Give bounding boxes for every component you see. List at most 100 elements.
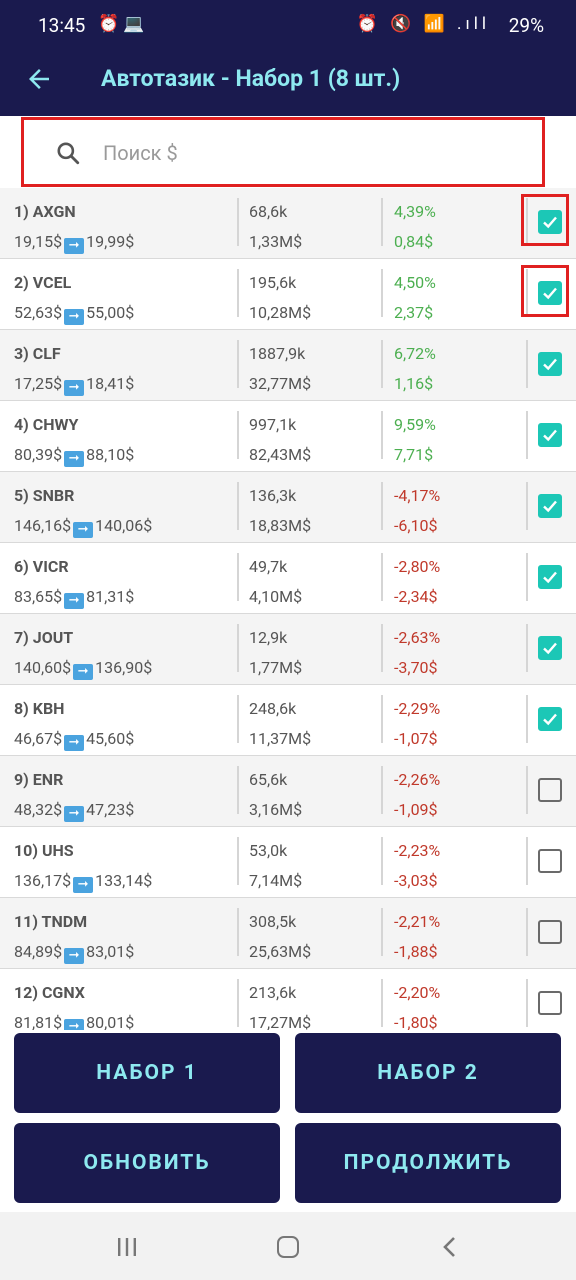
arrow-right-icon: ➞ bbox=[64, 451, 85, 467]
volume-value: 65,6k bbox=[249, 770, 288, 789]
search-area: Поиск $ bbox=[0, 116, 576, 188]
arrow-right-icon: ➞ bbox=[73, 522, 94, 538]
volume-value: 1887,9k bbox=[249, 344, 306, 363]
column-divider bbox=[526, 269, 528, 317]
column-divider bbox=[526, 411, 528, 459]
check-icon bbox=[543, 358, 557, 371]
column-divider bbox=[237, 269, 239, 317]
stock-row[interactable]: 6) VICR 83,65$ ➞ 81,31$ 49,7k 4,10M$ -2,80% -2,… bbox=[0, 543, 576, 614]
money-volume-value: 3,16M$ bbox=[249, 800, 303, 819]
price-range: 48,32$ ➞ 47,23$ bbox=[14, 800, 134, 822]
stock-row[interactable]: 10) UHS 136,17$ ➞ 133,14$ 53,0k 7,14M$ -2,23% -… bbox=[0, 827, 576, 898]
percent-change: -2,63% bbox=[394, 628, 441, 647]
price-range: 81,81$ ➞ 80,01$ bbox=[14, 1013, 134, 1030]
select-checkbox[interactable] bbox=[538, 991, 562, 1015]
set2-button[interactable]: НАБОР 2 bbox=[295, 1033, 561, 1113]
select-checkbox[interactable] bbox=[538, 778, 562, 802]
price-change: -1,07$ bbox=[394, 729, 438, 748]
select-checkbox[interactable] bbox=[538, 565, 562, 589]
price-from: 81,81$ bbox=[14, 1013, 63, 1030]
refresh-button[interactable]: ОБНОВИТЬ bbox=[14, 1123, 280, 1203]
price-change: -6,10$ bbox=[394, 516, 438, 535]
stock-list[interactable]: 1) AXGN 19,15$ ➞ 19,99$ 68,6k 1,33M$ 4,39% 0,84… bbox=[0, 188, 576, 1030]
price-from: 84,89$ bbox=[14, 942, 63, 961]
column-divider bbox=[237, 837, 239, 885]
column-divider bbox=[237, 624, 239, 672]
ticker-label: 6) VICR bbox=[14, 557, 69, 576]
stock-row[interactable]: 1) AXGN 19,15$ ➞ 19,99$ 68,6k 1,33M$ 4,39% 0,84… bbox=[0, 188, 576, 259]
column-divider bbox=[526, 482, 528, 530]
stock-row[interactable]: 7) JOUT 140,60$ ➞ 136,90$ 12,9k 1,77M$ -2,63% -… bbox=[0, 614, 576, 685]
volume-value: 49,7k bbox=[249, 557, 288, 576]
select-checkbox[interactable] bbox=[538, 494, 562, 518]
stock-row[interactable]: 9) ENR 48,32$ ➞ 47,23$ 65,6k 3,16M$ -2,26% -1,0… bbox=[0, 756, 576, 827]
money-volume-value: 11,37M$ bbox=[249, 729, 312, 748]
price-range: 83,65$ ➞ 81,31$ bbox=[14, 587, 134, 609]
stock-row[interactable]: 8) KBH 46,67$ ➞ 45,60$ 248,6k 11,37M$ -2,29% -1… bbox=[0, 685, 576, 756]
price-range: 80,39$ ➞ 88,10$ bbox=[14, 445, 134, 467]
ticker-label: 12) CGNX bbox=[14, 983, 85, 1002]
stock-row[interactable]: 5) SNBR 146,16$ ➞ 140,06$ 136,3k 18,83M$ -4,17… bbox=[0, 472, 576, 543]
home-icon[interactable] bbox=[277, 1236, 299, 1258]
price-to: 45,60$ bbox=[86, 729, 135, 748]
stock-row[interactable]: 12) CGNX 81,81$ ➞ 80,01$ 213,6k 17,27M$ -2,20%… bbox=[0, 969, 576, 1030]
price-from: 17,25$ bbox=[14, 374, 63, 393]
price-from: 80,39$ bbox=[14, 445, 63, 464]
money-volume-value: 25,63M$ bbox=[249, 942, 312, 961]
column-divider bbox=[526, 198, 528, 246]
price-range: 17,25$ ➞ 18,41$ bbox=[14, 374, 134, 396]
column-divider bbox=[381, 482, 383, 530]
search-icon bbox=[57, 142, 80, 165]
arrow-right-icon: ➞ bbox=[64, 593, 85, 609]
price-to: 133,14$ bbox=[95, 871, 153, 890]
select-checkbox[interactable] bbox=[538, 920, 562, 944]
volume-value: 308,5k bbox=[249, 912, 297, 931]
ticker-label: 1) AXGN bbox=[14, 202, 76, 221]
price-to: 47,23$ bbox=[86, 800, 135, 819]
select-checkbox[interactable] bbox=[538, 352, 562, 376]
select-checkbox[interactable] bbox=[538, 636, 562, 660]
percent-change: -2,29% bbox=[394, 699, 441, 718]
recent-apps-icon[interactable] bbox=[116, 1237, 138, 1257]
search-input[interactable]: Поиск $ bbox=[21, 117, 545, 187]
price-to: 80,01$ bbox=[86, 1013, 135, 1030]
stock-row[interactable]: 3) CLF 17,25$ ➞ 18,41$ 1887,9k 32,77M$ 6,72% 1,… bbox=[0, 330, 576, 401]
column-divider bbox=[381, 766, 383, 814]
stock-row[interactable]: 4) CHWY 80,39$ ➞ 88,10$ 997,1k 82,43M$ 9,59% 7,… bbox=[0, 401, 576, 472]
volume-value: 213,6k bbox=[249, 983, 297, 1002]
check-icon bbox=[543, 500, 557, 513]
price-range: 140,60$ ➞ 136,90$ bbox=[14, 658, 152, 680]
column-divider bbox=[237, 198, 239, 246]
price-to: 81,31$ bbox=[86, 587, 135, 606]
column-divider bbox=[237, 340, 239, 388]
select-checkbox[interactable] bbox=[538, 707, 562, 731]
money-volume-value: 82,43M$ bbox=[249, 445, 312, 464]
arrow-right-icon: ➞ bbox=[64, 1019, 85, 1030]
set1-button[interactable]: НАБОР 1 bbox=[14, 1033, 280, 1113]
money-volume-value: 18,83M$ bbox=[249, 516, 312, 535]
stock-row[interactable]: 11) TNDM 84,89$ ➞ 83,01$ 308,5k 25,63M$ -2,21%… bbox=[0, 898, 576, 969]
check-icon bbox=[543, 429, 557, 442]
price-change: -3,03$ bbox=[394, 871, 438, 890]
status-system-icons: ⏰ 🔇 📶 .ıll bbox=[356, 14, 490, 34]
ticker-label: 3) CLF bbox=[14, 344, 61, 363]
price-change: 0,84$ bbox=[394, 232, 434, 251]
price-from: 19,15$ bbox=[14, 232, 63, 251]
price-to: 83,01$ bbox=[86, 942, 135, 961]
select-checkbox[interactable] bbox=[538, 423, 562, 447]
money-volume-value: 32,77M$ bbox=[249, 374, 312, 393]
status-bar: 13:45 ⏰ 💻 ⏰ 🔇 📶 .ıll 29% bbox=[0, 0, 576, 50]
price-change: -1,80$ bbox=[394, 1013, 438, 1030]
column-divider bbox=[381, 198, 383, 246]
price-range: 146,16$ ➞ 140,06$ bbox=[14, 516, 152, 538]
arrow-left-icon[interactable] bbox=[24, 64, 54, 94]
stock-row[interactable]: 2) VCEL 52,63$ ➞ 55,00$ 195,6k 10,28M$ 4,50% 2,… bbox=[0, 259, 576, 330]
select-checkbox[interactable] bbox=[538, 281, 562, 305]
select-checkbox[interactable] bbox=[538, 210, 562, 234]
search-placeholder: Поиск $ bbox=[103, 141, 178, 165]
continue-button[interactable]: ПРОДОЛЖИТЬ bbox=[295, 1123, 561, 1203]
price-change: 1,16$ bbox=[394, 374, 434, 393]
select-checkbox[interactable] bbox=[538, 849, 562, 873]
nav-back-icon[interactable] bbox=[440, 1236, 460, 1258]
ticker-label: 11) TNDM bbox=[14, 912, 88, 931]
